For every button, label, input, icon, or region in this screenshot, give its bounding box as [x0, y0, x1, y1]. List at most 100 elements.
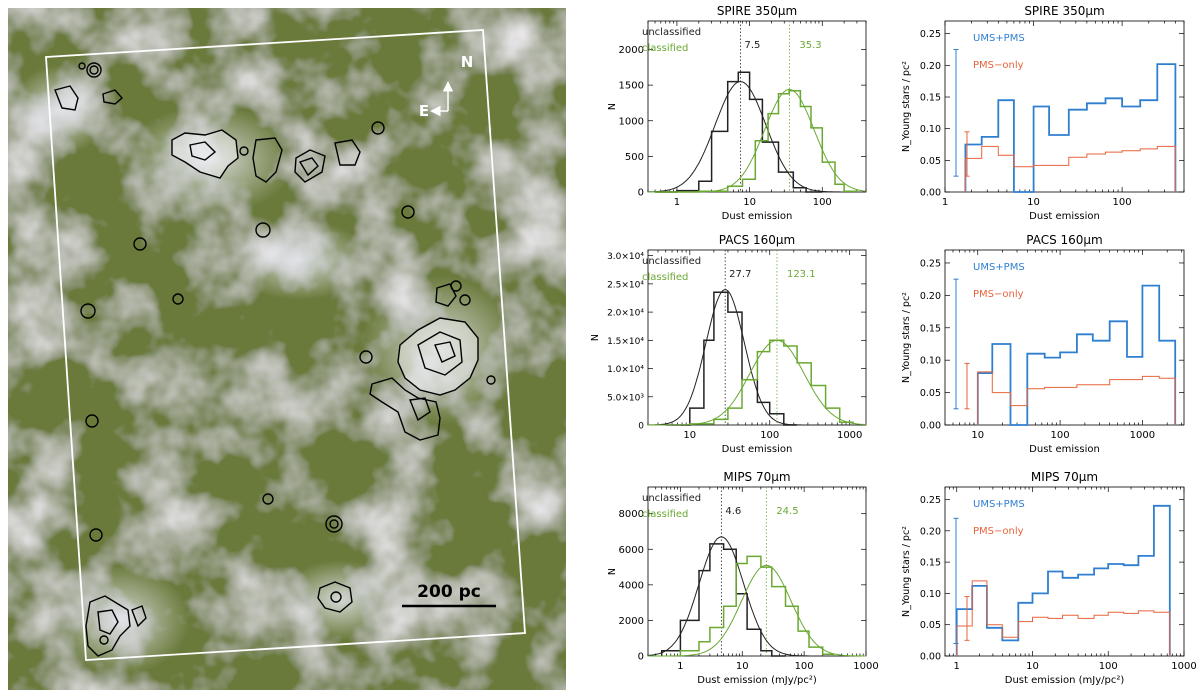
y-tick-label: 0.10 [920, 589, 941, 600]
y-tick-label: 1500 [619, 81, 644, 92]
x-tick-label: 1000 [1130, 430, 1155, 441]
compass-east-label: E [419, 102, 429, 120]
median-label: 35.3 [799, 40, 821, 51]
y-tick-label: 0 [638, 652, 644, 663]
axes-frame [647, 249, 867, 426]
axes-frame [647, 486, 867, 657]
x-tick-label: 10 [743, 197, 756, 208]
y-tick-label: 0.00 [920, 421, 941, 432]
y-tick-label: 0.05 [920, 620, 941, 631]
gaussian-fit [647, 81, 866, 193]
y-tick-label: 2.0×10⁴ [607, 309, 644, 319]
x-tick-label: 1 [674, 197, 680, 208]
x-tick-label: 1000 [837, 430, 862, 441]
y-tick-label: 8000 [619, 509, 644, 520]
axes-frame [944, 486, 1185, 657]
x-tick-label: 1 [677, 661, 683, 672]
legend-pms-only: PMS−only [973, 289, 1024, 300]
chart-pacs160-density: 10 100 1000 0.00 0.05 0.10 0.15 0.20 0.25 PACS 16… [901, 233, 1185, 455]
histogram-pms-only [964, 145, 1176, 192]
chart-title: PACS 160μm [719, 233, 796, 247]
gaussian-fit [648, 339, 867, 426]
scale-bar: 200 pc [402, 582, 496, 608]
y-tick-label: 0.15 [920, 323, 941, 334]
median-label: 7.5 [745, 40, 761, 51]
y-axis-label: N [607, 103, 618, 110]
y-tick-label: 0.05 [920, 388, 941, 399]
y-axis-label: N [590, 334, 601, 341]
compass: N E [419, 53, 473, 120]
x-tick-label: 100 [813, 197, 832, 208]
y-tick-label: 0.25 [920, 495, 941, 506]
y-tick-label: 2000 [619, 45, 644, 56]
compass-north-label: N [461, 53, 474, 71]
histogram-ums-pms [964, 63, 1177, 193]
y-tick-label: 3.0×10⁴ [607, 252, 644, 262]
y-tick-label: 5.0×10³ [607, 393, 644, 403]
y-tick-label: 0.05 [920, 156, 941, 167]
y-axis-label: N_Young stars / pc² [901, 61, 912, 152]
y-tick-label: 0.00 [920, 652, 941, 663]
y-tick-label: 0.20 [920, 61, 941, 72]
x-tick-label: 100 [1113, 197, 1132, 208]
legend-ums-pms: UMS+PMS [973, 499, 1025, 510]
mosaic-image-panel: N E 200 pc [8, 8, 566, 690]
chart-mips70-counts: 1 10 100 1000 0 2000 4000 6000 8000 MIPS 70μm Dust… [607, 470, 879, 686]
chart-spire350-density: 1 10 100 0.00 0.05 0.10 0.15 0.20 0.25 SPIRE 350μ… [901, 4, 1185, 222]
y-axis-label: N [607, 568, 618, 575]
x-axis-label: Dust emission [722, 211, 793, 222]
x-tick-label: 100 [795, 661, 814, 672]
gaussian-fit [647, 289, 866, 426]
y-tick-label: 2.5×10⁴ [607, 280, 644, 290]
y-tick-label: 0 [638, 422, 644, 432]
x-tick-label: 10 [1027, 197, 1040, 208]
gaussian-fit [647, 536, 866, 657]
median-label: 27.7 [729, 269, 751, 280]
chart-title: PACS 160μm [1026, 233, 1103, 247]
chart-title: SPIRE 350μm [717, 4, 797, 18]
y-tick-label: 0.20 [920, 526, 941, 537]
x-tick-label: 100 [1051, 430, 1070, 441]
x-axis-label: Dust emission (mJy/pc²) [697, 675, 817, 686]
chart-pacs160-counts: 10 100 1000 0 5.0×10³ 1.0×10⁴ 1.5×10⁴ 2.0×10⁴ 2.… [590, 233, 867, 455]
legend-unclassified: unclassified [642, 256, 701, 267]
y-tick-label: 500 [625, 152, 644, 163]
x-tick-label: 1 [954, 661, 960, 672]
y-tick-label: 0.10 [920, 356, 941, 367]
axes-frame [944, 20, 1185, 193]
x-axis-label: Dust emission [722, 444, 793, 455]
x-tick-label: 100 [760, 430, 779, 441]
chart-title: MIPS 70μm [723, 470, 790, 484]
y-axis-label: N_Young stars / pc² [901, 292, 912, 383]
x-axis-label: Dust emission (mJy/pc²) [1005, 675, 1125, 686]
x-tick-label: 1 [942, 197, 948, 208]
legend-ums-pms: UMS+PMS [973, 262, 1025, 273]
chart-title: SPIRE 350μm [1024, 4, 1104, 18]
median-label: 4.6 [725, 506, 741, 517]
legend-classified: classified [642, 509, 688, 520]
y-tick-label: 0 [638, 188, 644, 199]
histogram-pms-only [956, 580, 1171, 656]
y-tick-label: 1.5×10⁴ [607, 337, 644, 347]
histogram-ums-pms [976, 284, 1177, 426]
y-tick-label: 0.15 [920, 93, 941, 104]
gaussian-fit [648, 564, 866, 657]
x-tick-label: 10 [1026, 661, 1039, 672]
histogram-unclassified [660, 543, 786, 657]
legend-classified: classified [642, 272, 688, 283]
median-label: 24.5 [776, 506, 798, 517]
bright-regions [10, 65, 520, 675]
y-tick-label: 0.25 [920, 29, 941, 40]
x-tick-label: 10 [971, 430, 984, 441]
median-label: 123.1 [787, 269, 816, 280]
y-tick-label: 0.20 [920, 291, 941, 302]
x-tick-label: 100 [1099, 661, 1118, 672]
y-tick-label: 0.15 [920, 558, 941, 569]
x-axis-label: Dust emission [1029, 444, 1100, 455]
legend-classified: classified [642, 43, 688, 54]
histogram-classified [689, 339, 854, 425]
legend-unclassified: unclassified [642, 27, 701, 38]
scale-bar-label: 200 pc [417, 582, 481, 602]
